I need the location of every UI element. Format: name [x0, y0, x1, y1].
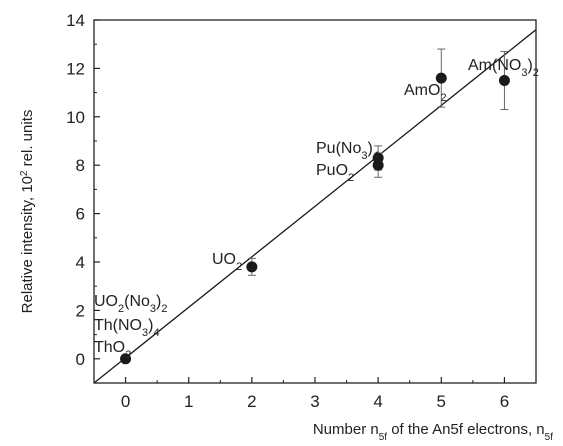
x-axis-label: Number n5f of the An5f electrons, n5f	[313, 421, 553, 443]
annotation-puo2: PuO2	[316, 162, 354, 184]
fit-line-layer	[93, 29, 537, 384]
x-tick-label: 6	[500, 392, 509, 411]
y-axis-label: Relative intensity, 102 rel. units	[19, 110, 37, 314]
y-tick-label: 4	[76, 253, 85, 272]
data-point	[435, 72, 447, 84]
data-point	[498, 75, 510, 86]
annotation-amno3: Am(NO3)2	[468, 57, 539, 79]
annotation-uo2: UO2	[212, 251, 242, 273]
y-tick-label: 2	[76, 301, 85, 320]
data-points-layer	[120, 72, 510, 365]
y-tick-label: 12	[66, 59, 85, 78]
y-tick-label: 6	[76, 205, 85, 224]
data-point	[372, 152, 384, 164]
data-point	[120, 353, 132, 365]
data-point	[246, 261, 258, 273]
y-tick-label: 14	[66, 11, 85, 30]
annotation-uo2no3: UO2(No3)2	[94, 293, 167, 315]
annotation-amo2: AmO2	[404, 82, 447, 104]
x-tick-label: 5	[437, 392, 446, 411]
x-tick-label: 1	[184, 392, 193, 411]
axes	[93, 19, 537, 384]
y-tick-label: 0	[76, 350, 85, 369]
y-tick-label: 8	[76, 156, 85, 175]
x-tick-label: 3	[310, 392, 319, 411]
annotation-tho2: ThO2	[94, 339, 131, 361]
x-tick-label: 4	[373, 392, 382, 411]
plot-frame	[93, 19, 537, 384]
annotation-puno3: Pu(No3)4	[316, 140, 379, 162]
y-tick-label: 10	[66, 108, 85, 127]
annotation-thno3: Th(NO3)4	[94, 317, 160, 339]
fit-line	[93, 29, 537, 384]
x-tick-label: 0	[121, 392, 130, 411]
x-tick-label: 2	[247, 392, 256, 411]
